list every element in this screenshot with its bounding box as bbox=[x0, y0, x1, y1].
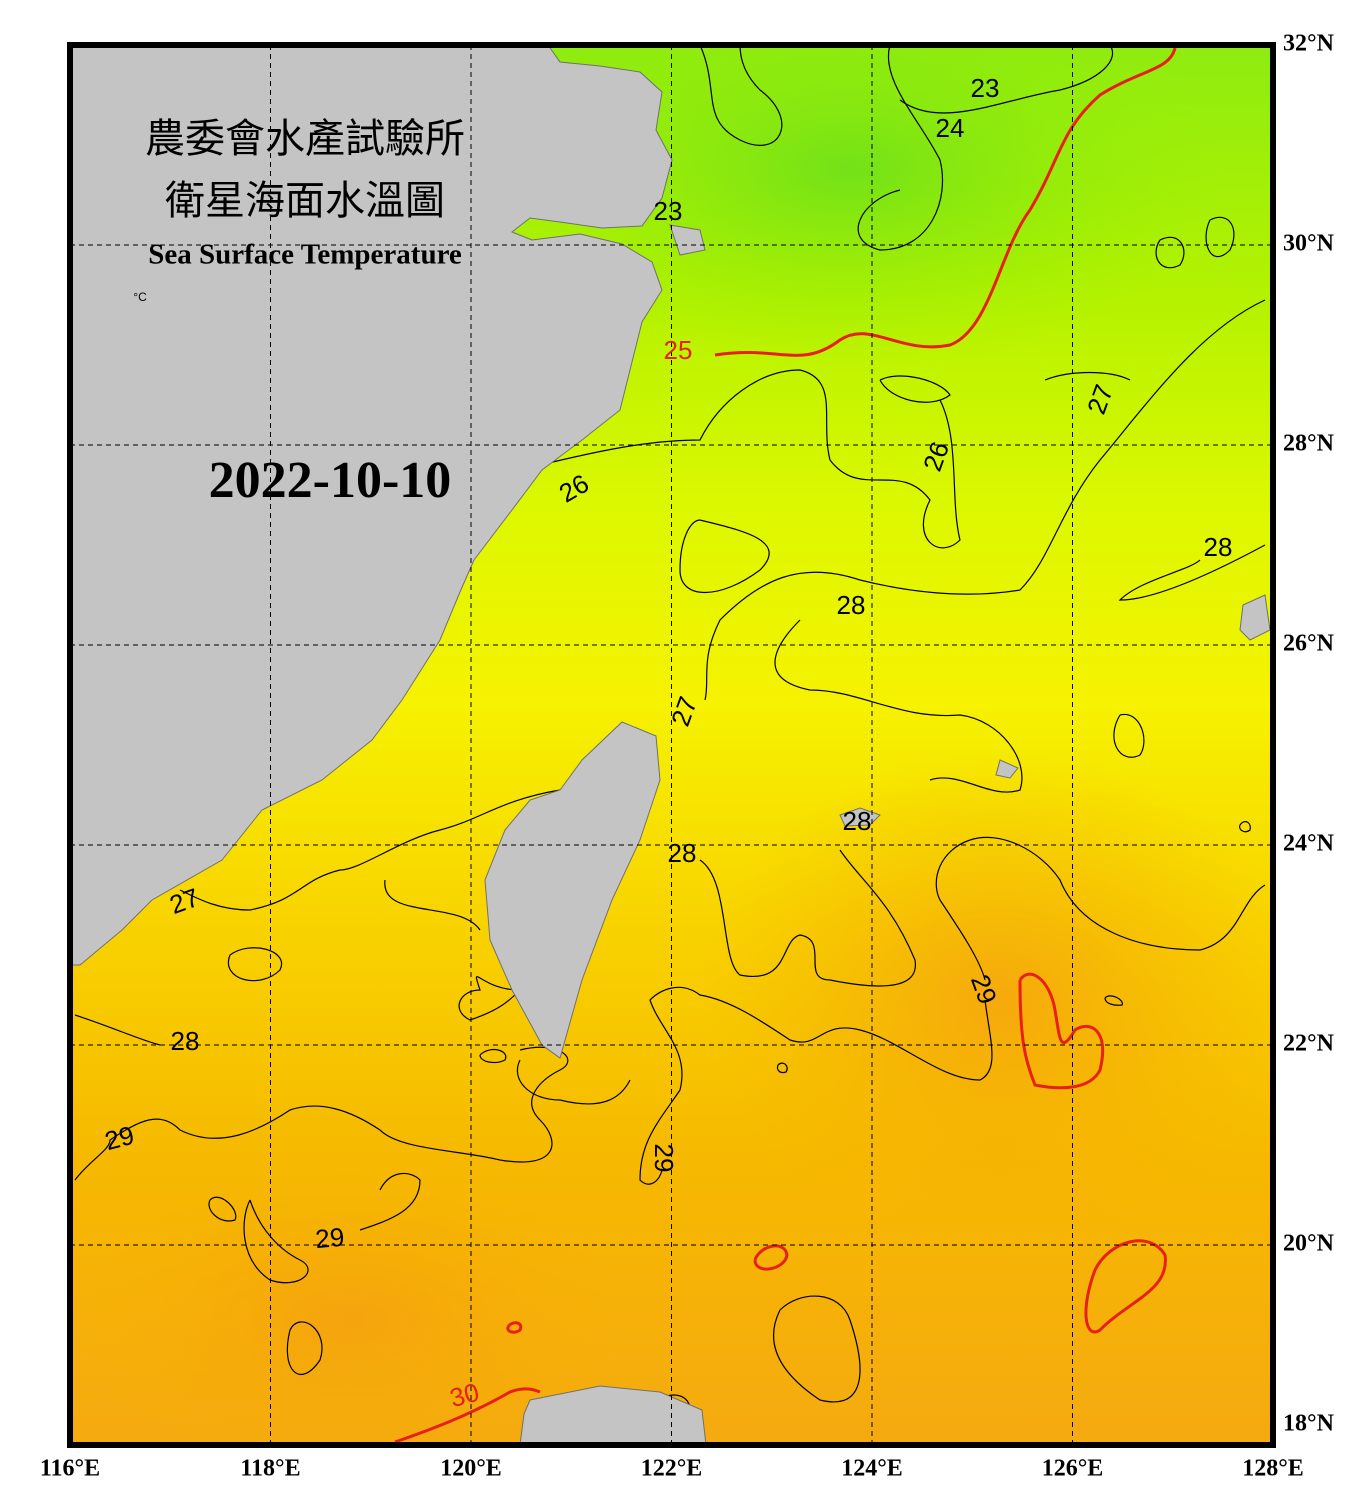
contour-label: 28 bbox=[1204, 532, 1233, 562]
contour-label: 23 bbox=[971, 73, 1000, 103]
colorbar-unit: °C bbox=[133, 290, 147, 304]
map-frame bbox=[67, 42, 1276, 1448]
date: 2022-10-10 bbox=[209, 452, 452, 509]
title-zh: 衛星海面水溫圖 bbox=[165, 178, 445, 223]
lon-label: 122°E bbox=[641, 1456, 703, 1482]
title-block: 農委會水產試驗所 衛星海面水溫圖 Sea Surface Temperature… bbox=[145, 116, 465, 509]
lon-label: 120°E bbox=[440, 1456, 502, 1482]
land bbox=[70, 45, 1271, 1445]
lat-label: 26°N bbox=[1283, 631, 1335, 657]
lat-label: 32°N bbox=[1283, 31, 1335, 57]
lon-label: 118°E bbox=[240, 1456, 300, 1482]
lat-label: 28°N bbox=[1283, 431, 1335, 457]
lat-label: 22°N bbox=[1283, 1031, 1335, 1057]
lat-label: 20°N bbox=[1283, 1231, 1335, 1257]
contour-label: 25 bbox=[664, 335, 693, 365]
lat-label: 30°N bbox=[1283, 231, 1335, 257]
contour-label: 23 bbox=[654, 196, 683, 226]
warm-water bbox=[70, 1170, 630, 1445]
lon-label: 124°E bbox=[841, 1456, 903, 1482]
warm-water bbox=[700, 750, 1273, 1250]
graticule bbox=[70, 45, 1273, 1445]
contour-label: 28 bbox=[837, 590, 866, 620]
contour-label: 29 bbox=[649, 1144, 679, 1173]
lon-label: 128°E bbox=[1242, 1456, 1304, 1482]
lon-label: 126°E bbox=[1042, 1456, 1104, 1482]
axes: 116°E 118°E 120°E 122°E 124°E 126°E 128°E 18°N 2… bbox=[40, 31, 1335, 1482]
contour-label: 29 bbox=[314, 1222, 345, 1254]
red-isotherms bbox=[394, 47, 1177, 1444]
contour-label: 28 bbox=[668, 838, 697, 868]
contour-label: 28 bbox=[843, 806, 872, 836]
contour-label: 24 bbox=[936, 113, 965, 143]
title-en: Sea Surface Temperature bbox=[148, 239, 462, 271]
lat-label: 24°N bbox=[1283, 831, 1335, 857]
title-zh: 農委會水產試驗所 bbox=[145, 116, 465, 161]
lon-label: 116°E bbox=[40, 1456, 100, 1482]
contour-label: 28 bbox=[171, 1026, 200, 1056]
lat-label: 18°N bbox=[1283, 1411, 1335, 1437]
